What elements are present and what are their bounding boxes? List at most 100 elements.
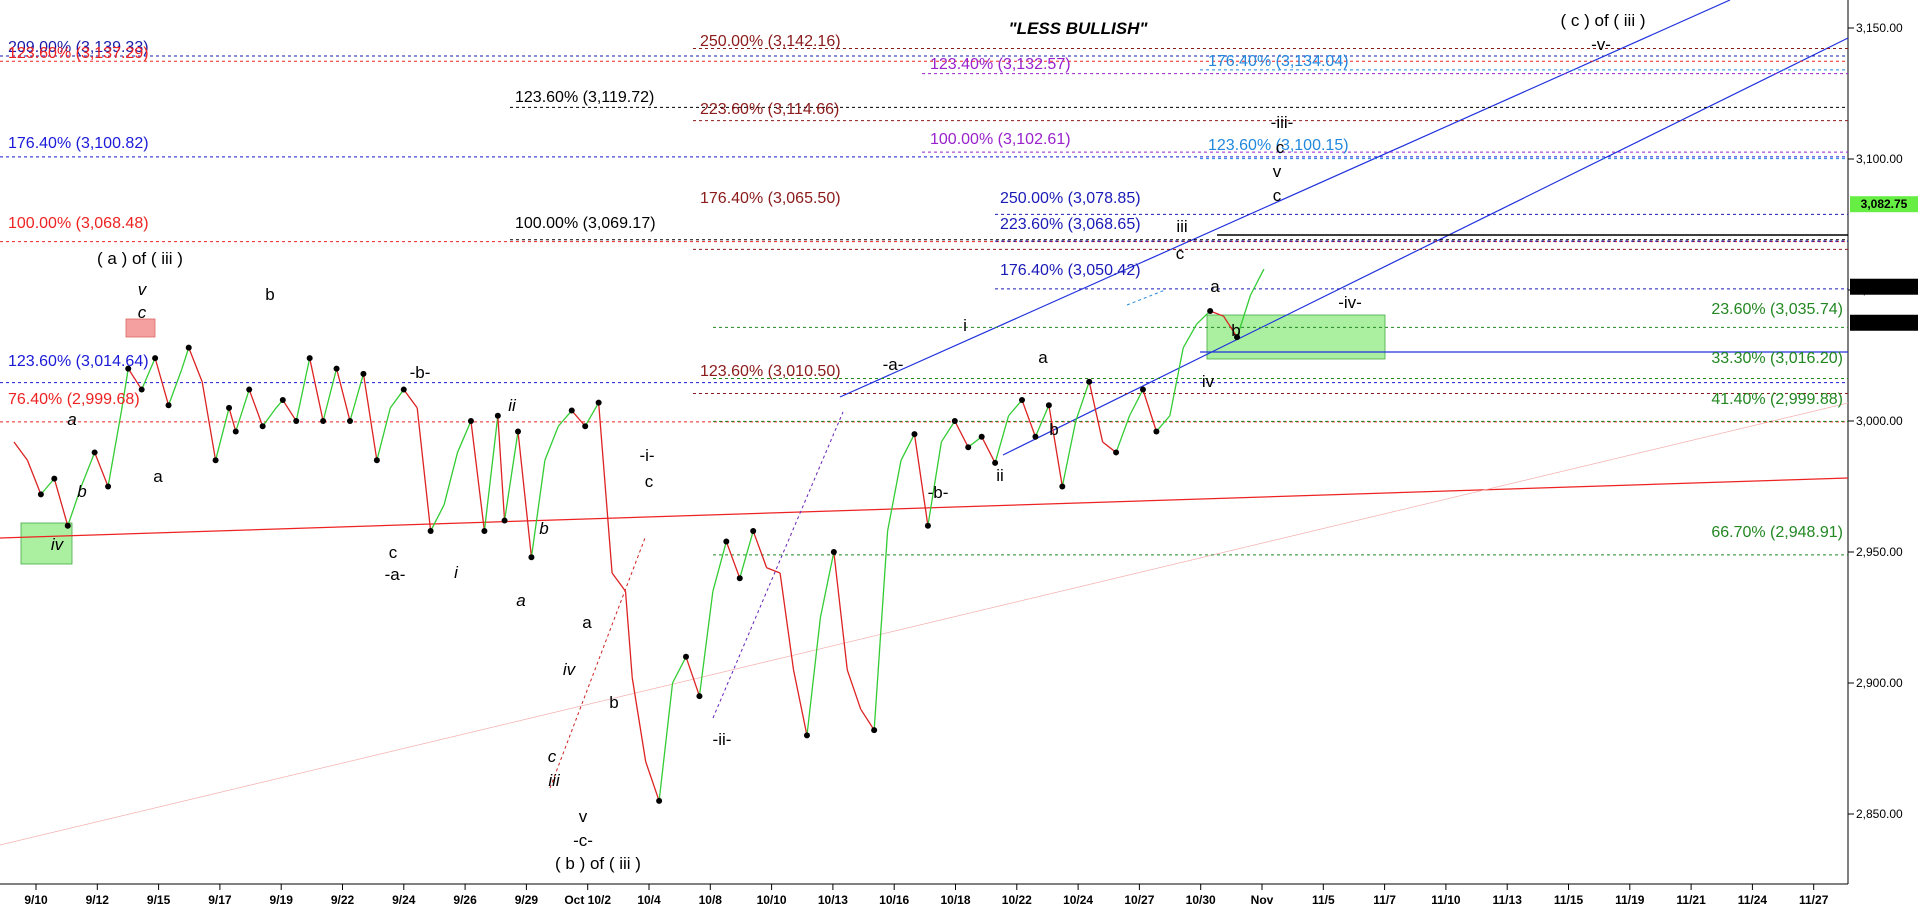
price-segment xyxy=(685,656,701,697)
pivot-point xyxy=(232,428,239,435)
price-segment xyxy=(624,591,633,678)
price-tag-label: 3,082.75 xyxy=(1861,197,1908,211)
price-segment xyxy=(154,357,170,406)
fib-label: 176.40% (3,050.42) xyxy=(1000,262,1141,279)
price-segment xyxy=(430,504,445,532)
price-segment xyxy=(873,530,889,731)
x-tick-label: 11/5 xyxy=(1312,893,1335,907)
x-tick-label: 9/19 xyxy=(270,893,294,907)
price-segment xyxy=(981,436,996,464)
pivot-point xyxy=(279,397,286,404)
wave-label: -b- xyxy=(410,363,431,382)
price-segment xyxy=(1249,268,1265,296)
y-tick-label: 2,950.00 xyxy=(1856,545,1903,559)
price-segment xyxy=(819,551,835,618)
pivot-point xyxy=(320,418,327,424)
x-tick-label: 10/24 xyxy=(1063,893,1093,907)
y-tick-label: 3,000.00 xyxy=(1856,414,1903,428)
price-segment xyxy=(403,389,418,409)
wave-label: -i- xyxy=(639,446,654,465)
price-segment xyxy=(671,656,687,684)
x-tick-label: 10/27 xyxy=(1124,893,1154,907)
x-tick-label: 11/7 xyxy=(1373,893,1396,907)
price-segment xyxy=(597,402,613,574)
pivot-point xyxy=(528,554,535,561)
price-segment xyxy=(806,617,822,736)
pivot-point xyxy=(750,528,757,535)
pivot-point xyxy=(683,653,689,660)
pivot-point xyxy=(246,386,253,393)
x-tick-label: 10/18 xyxy=(940,893,970,907)
fib-label: 41.40% (2,999.88) xyxy=(1711,391,1843,408)
pivot-point xyxy=(306,355,313,362)
wave-label: b xyxy=(609,693,618,712)
fib-label: 250.00% (3,142.16) xyxy=(700,33,841,50)
price-segment xyxy=(1034,405,1050,437)
price-segment xyxy=(1182,323,1198,348)
price-segment xyxy=(416,407,432,532)
wave-label: a xyxy=(67,410,76,429)
price-segment xyxy=(262,407,277,427)
price-segment xyxy=(26,460,42,495)
price-segment xyxy=(483,415,499,532)
wave-label: i xyxy=(454,563,459,582)
pivot-point xyxy=(924,522,931,529)
x-tick-label: 9/15 xyxy=(147,893,171,907)
price-segment xyxy=(1075,381,1090,422)
pivot-point xyxy=(400,386,407,393)
price-segment xyxy=(557,410,573,427)
pivot-point xyxy=(978,433,985,440)
pivot-point xyxy=(91,449,98,456)
price-segment xyxy=(1155,415,1171,432)
fib-label: 100.00% (3,102.61) xyxy=(930,131,1071,148)
price-series xyxy=(13,268,1265,804)
wave-label: b xyxy=(77,482,86,501)
price-segment xyxy=(1196,310,1211,325)
wave-label: a xyxy=(1038,348,1048,367)
fib-label: 209.00% (3,139.33) xyxy=(8,39,149,56)
pivot-point xyxy=(1086,378,1093,385)
fib-labels: 209.00% (3,139.33) 123.60% (3,137.29) 17… xyxy=(8,33,1843,541)
wave-label: -c- xyxy=(573,831,593,850)
fib-label: 123.60% (3,100.15) xyxy=(1208,137,1349,154)
fib-label: 100.00% (3,069.17) xyxy=(515,215,656,232)
pivot-point xyxy=(1059,483,1066,490)
pivot-point xyxy=(595,399,602,406)
x-tick-label: 11/19 xyxy=(1615,893,1645,907)
price-segment xyxy=(1142,389,1158,432)
x-tick-label: 10/13 xyxy=(818,893,848,907)
fib-label: 176.40% (3,065.50) xyxy=(700,190,841,207)
red-trendline xyxy=(0,477,1849,539)
wave-label: a xyxy=(582,613,592,632)
price-segment xyxy=(1128,389,1144,417)
wave-label: b xyxy=(265,285,274,304)
price-segment xyxy=(228,407,237,432)
x-tick-label: 11/27 xyxy=(1799,893,1829,907)
pivot-point xyxy=(871,727,878,734)
pivot-point xyxy=(152,355,159,362)
pivot-point xyxy=(1139,386,1146,393)
fib-label: 100.00% (3,068.48) xyxy=(8,215,149,232)
wave-label: iv xyxy=(1202,372,1215,391)
wave-label: -a- xyxy=(883,355,904,374)
price-segment xyxy=(13,441,28,461)
fib-label: 33.30% (3,016.20) xyxy=(1711,350,1843,367)
price-tag xyxy=(1850,196,1918,213)
wave-label: iii xyxy=(548,771,561,790)
price-segment xyxy=(886,460,902,532)
wave-label: v xyxy=(1273,162,1282,181)
wave-label: v xyxy=(579,807,588,826)
price-segment xyxy=(127,368,143,390)
price-segment xyxy=(584,402,600,427)
price-segment xyxy=(571,410,586,427)
price-segment xyxy=(376,407,391,461)
price-segment xyxy=(1061,420,1077,487)
x-tick-label: Oct 10/2 xyxy=(564,893,611,907)
wave-labels: ( a ) of ( iii ) v c a b b a iv -b- c -a… xyxy=(51,11,1646,873)
pivot-point xyxy=(911,431,918,438)
fib-label: 123.60% (3,014.64) xyxy=(8,353,149,370)
price-segment xyxy=(779,572,795,670)
pivot-point xyxy=(1207,307,1214,314)
price-segment xyxy=(1236,295,1252,338)
